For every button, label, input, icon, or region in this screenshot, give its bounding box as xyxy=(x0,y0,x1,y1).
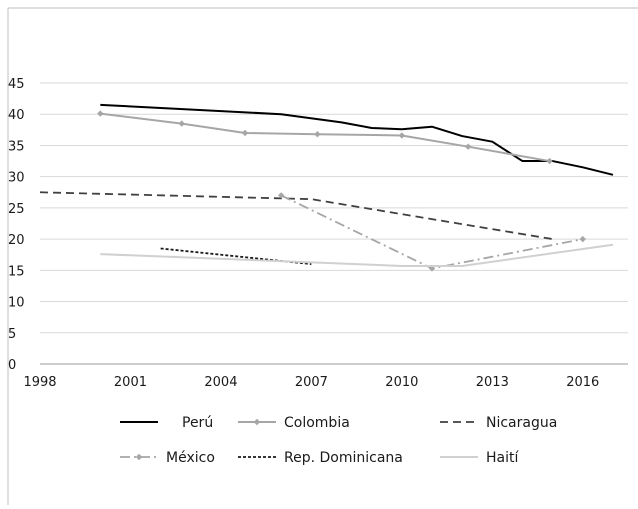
legend-label: Nicaragua xyxy=(486,415,557,431)
data-point-marker xyxy=(135,453,143,461)
legend-item: México xyxy=(120,450,215,466)
y-tick-label: 15 xyxy=(8,264,25,279)
data-point-marker xyxy=(253,418,261,426)
x-tick-label: 2004 xyxy=(204,375,237,390)
y-tick-label: 30 xyxy=(8,171,25,186)
data-point-marker xyxy=(546,157,553,165)
series-line xyxy=(280,194,583,270)
data-point-marker xyxy=(278,192,285,199)
legend-label: México xyxy=(166,450,215,466)
x-tick-label: 2013 xyxy=(476,375,509,390)
data-point-marker xyxy=(97,110,104,117)
legend-label: Perú xyxy=(182,415,213,431)
series-line xyxy=(100,243,614,267)
legend-label: Haití xyxy=(486,450,519,466)
series-line xyxy=(39,191,553,240)
y-tick-label: 25 xyxy=(8,202,25,217)
x-tick-label: 1998 xyxy=(23,375,56,390)
legend-label: Rep. Dominicana xyxy=(284,450,403,466)
series-m-xico xyxy=(278,192,586,272)
data-point-marker xyxy=(241,129,249,137)
series-line xyxy=(100,103,614,176)
data-point-marker xyxy=(579,235,586,243)
x-tick-label: 2001 xyxy=(114,375,147,390)
x-tick-label: 2007 xyxy=(295,375,328,390)
y-tick-label: 5 xyxy=(8,327,16,342)
data-point-marker xyxy=(398,132,406,139)
y-tick-label: 45 xyxy=(8,77,25,92)
series-nicaragua xyxy=(39,191,553,240)
x-tick-label: 2016 xyxy=(566,375,599,390)
data-point-marker xyxy=(178,120,185,127)
legend-item: Perú xyxy=(120,415,213,431)
series-per xyxy=(100,103,614,176)
data-point-marker xyxy=(464,143,472,150)
series-colombia xyxy=(97,110,553,165)
legend-item: Nicaragua xyxy=(440,415,557,431)
y-tick-label: 0 xyxy=(8,358,16,373)
y-tick-label: 10 xyxy=(8,296,25,311)
legend-item: Colombia xyxy=(238,415,350,431)
series-hait xyxy=(100,243,614,267)
legend-label: Colombia xyxy=(284,415,350,431)
y-tick-label: 40 xyxy=(8,108,25,123)
data-point-marker xyxy=(314,131,321,138)
y-tick-label: 20 xyxy=(8,233,25,248)
y-tick-label: 35 xyxy=(8,139,25,154)
legend-item: Rep. Dominicana xyxy=(238,450,403,466)
legend-item: Haití xyxy=(440,450,519,466)
x-tick-label: 2010 xyxy=(385,375,418,390)
